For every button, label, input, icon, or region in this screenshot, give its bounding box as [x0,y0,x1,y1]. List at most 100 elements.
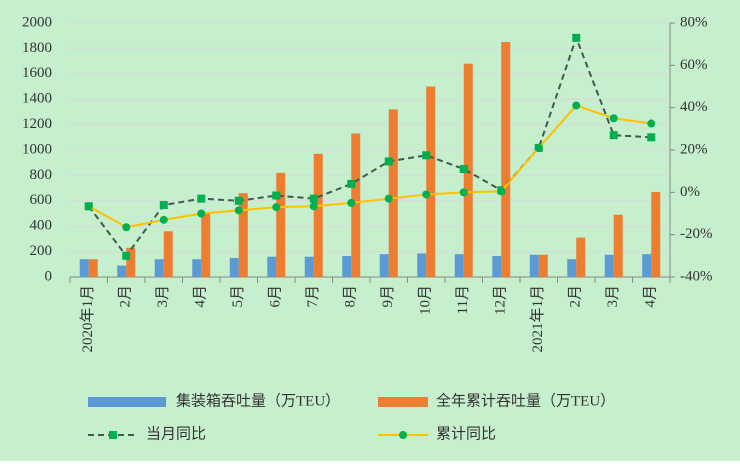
marker [572,33,581,42]
marker [234,196,243,205]
y-tick-label: 1400 [22,91,52,107]
x-tick-label: 4月 [643,285,659,308]
x-tick-label: 9月 [380,285,396,308]
bar [126,247,136,277]
bar [426,86,436,277]
y-tick-label: 1800 [22,40,52,56]
marker [309,194,318,203]
bar [117,265,127,277]
x-tick-label: 2021年1月 [529,285,546,353]
x-tick-label: 3月 [155,285,171,308]
legend-swatch [88,397,166,407]
y2-tick-label: -20% [680,226,713,242]
y-tick-label: 800 [30,167,53,183]
marker [647,119,656,128]
x-tick-label: 2020年1月 [79,285,96,353]
marker [609,114,618,123]
bar [651,191,661,277]
legend-marker [109,431,117,439]
x-tick-label: 12月 [493,285,509,315]
x-tick-label: 7月 [305,285,321,308]
bar [417,253,427,277]
bar [79,259,89,277]
legend-label: 累计同比 [436,425,496,442]
marker [459,165,468,174]
bar [567,259,577,277]
bar [463,63,473,277]
marker [497,187,506,196]
x-tick-label: 8月 [343,285,359,308]
x-tick-label: 5月 [230,285,246,308]
y2-tick-label: -40% [680,268,713,284]
bar [238,193,248,277]
bar [613,214,623,277]
marker [347,198,356,207]
y2-tick-label: 20% [680,141,708,157]
y2-tick-label: 0% [680,184,700,200]
x-tick-label: 3月 [605,285,621,308]
marker [159,215,168,224]
marker [459,188,468,197]
x-tick-label: 10月 [418,285,434,315]
marker [234,206,243,215]
y-tick-label: 2000 [22,14,52,30]
line [87,34,652,258]
bar [351,133,361,277]
x-tick-label: 2月 [568,285,584,308]
bar [538,254,548,277]
x-tick-label: 11月 [455,285,471,314]
y-tick-label: 0 [45,268,53,284]
marker [384,157,393,166]
x-tick-label: 2月 [118,285,134,308]
y-tick-label: 1200 [22,116,52,132]
x-tick-label: 6月 [268,285,284,308]
bar [454,254,464,277]
marker [197,194,206,203]
legend-label: 当月同比 [146,425,206,442]
legend-marker [399,431,407,439]
bar [229,257,239,277]
marker [309,202,318,211]
marker [572,101,581,110]
marker [272,203,281,212]
marker [84,202,93,211]
y-tick-label: 200 [30,243,53,259]
marker [272,191,281,200]
marker [534,143,543,152]
marker [122,223,131,232]
bar [267,256,277,277]
marker [422,190,431,199]
marker [609,131,618,140]
bar [88,259,98,277]
legend-label: 全年累计吞吐量（万TEU） [436,391,615,409]
bar [276,172,286,277]
bar [388,109,398,277]
bar [154,259,164,277]
y2-tick-label: 40% [680,99,708,115]
y2-tick-label: 60% [680,57,708,73]
y-tick-label: 600 [30,192,53,208]
bar [576,237,586,277]
line [88,104,652,229]
y-tick-label: 1000 [22,141,52,157]
bar [379,254,389,277]
marker [122,251,131,260]
bar [163,231,173,277]
legend-label: 集装箱吞吐量（万TEU） [176,392,340,409]
y-tick-label: 400 [30,218,53,234]
y-tick-label: 1600 [22,65,52,81]
x-tick-label: 4月 [193,285,209,308]
bar [313,153,323,277]
bar [604,254,614,277]
bar [201,213,211,277]
marker [159,201,168,210]
bar [192,259,202,277]
marker [197,209,206,218]
marker [422,151,431,160]
y2-tick-label: 80% [680,14,708,30]
bar [304,256,314,277]
bar [501,42,511,277]
bar [342,256,352,277]
